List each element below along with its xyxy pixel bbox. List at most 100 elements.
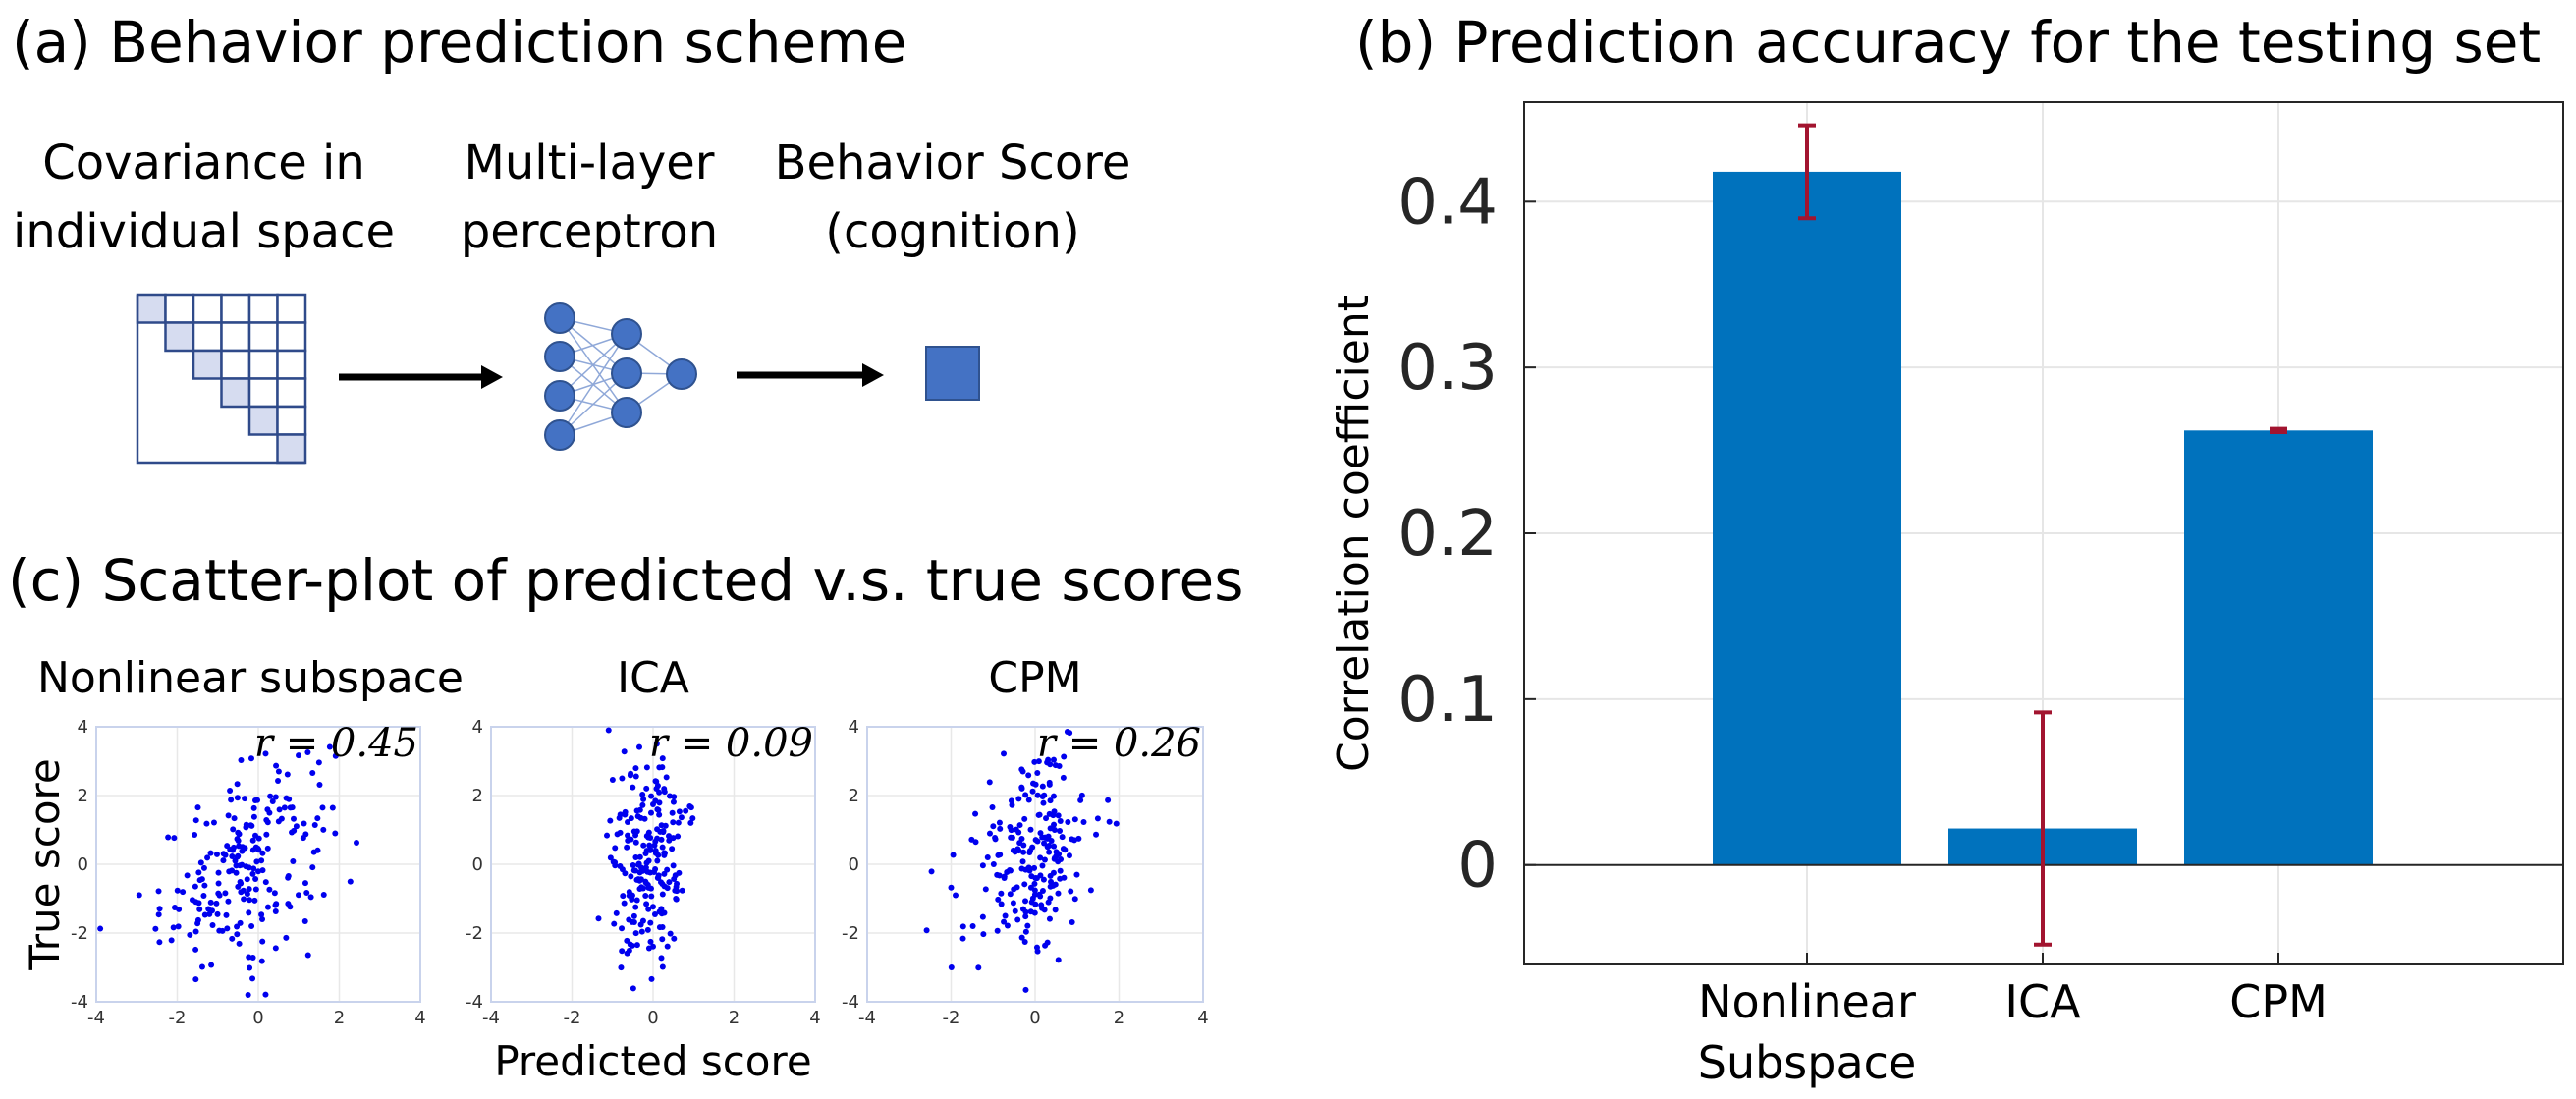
scatter-point — [644, 868, 651, 875]
scatter-point — [675, 833, 682, 840]
scatter-point — [223, 911, 230, 918]
scatter-point — [196, 906, 203, 912]
scatter-point — [296, 752, 302, 759]
scatter-point — [286, 796, 293, 802]
scatter-point — [948, 964, 955, 971]
scatter-point — [959, 935, 966, 942]
scatter-point — [1071, 816, 1078, 823]
scatter-point — [291, 827, 298, 834]
scatter-point — [326, 743, 333, 750]
scatter-point — [673, 883, 680, 890]
scatter-point — [658, 822, 665, 829]
scatter-point — [1014, 884, 1020, 891]
scatter-point — [1046, 810, 1053, 817]
matrix-cell — [276, 433, 307, 465]
scatter-point — [1047, 883, 1054, 890]
covariance-label: Covariance in individual space — [0, 130, 408, 266]
scatter-point — [1051, 843, 1058, 850]
mlp-node — [544, 380, 575, 412]
scatter-point — [224, 843, 231, 850]
scatter-point — [628, 873, 634, 880]
scatter-point — [1039, 783, 1046, 790]
scatter-point — [672, 872, 679, 879]
scatter-point — [630, 784, 636, 791]
scatter-point — [175, 923, 182, 930]
scatter-point — [928, 868, 935, 875]
scatter-point — [1007, 891, 1014, 898]
scatter-point — [1026, 849, 1033, 855]
scatter-point — [1106, 818, 1113, 825]
x-tick-label: 2 — [1114, 1008, 1124, 1028]
scatter-point — [972, 810, 979, 817]
matrix-cell — [220, 321, 251, 353]
y-tick-label: 2 — [78, 786, 88, 806]
scatter-point — [689, 815, 696, 822]
scatter-point — [1016, 840, 1023, 847]
scatter-point — [624, 937, 630, 944]
scatter-plot-1: -4 -2 0 2 4 4 2 0 -2 -4 Nonlinear subspace r = 0.45… — [21, 653, 464, 1028]
mlp-node — [544, 302, 575, 334]
scatter-point — [1043, 815, 1050, 822]
scatter-point — [996, 819, 1003, 826]
scatter-point — [266, 886, 273, 893]
scatter-point — [242, 796, 248, 802]
scatter-point — [1015, 829, 1022, 836]
scatter-point — [266, 809, 273, 816]
scatter-point — [1029, 788, 1036, 795]
behavior-label-line1: Behavior Score — [774, 136, 1131, 191]
y-tick-label: 0 — [1457, 830, 1498, 903]
scatter-point — [251, 897, 258, 904]
scatter-point — [238, 756, 245, 763]
scatter-point — [1057, 828, 1064, 835]
scatter-point — [235, 852, 242, 859]
scatter-point — [209, 921, 216, 928]
scatter-point — [632, 867, 639, 874]
scatter-point — [258, 857, 265, 864]
scatter-point — [259, 938, 266, 945]
scatter-frame — [866, 726, 1204, 1003]
scatter-point — [136, 892, 142, 899]
scatter-point — [647, 809, 654, 816]
scatter-point — [1036, 891, 1043, 898]
scatter-point — [659, 963, 666, 970]
scatter-point — [285, 872, 292, 879]
scatter-point — [997, 825, 1004, 832]
x-tick-label: -4 — [482, 1008, 500, 1028]
scatter-point — [1018, 766, 1025, 773]
y-tick-label: 2 — [849, 786, 859, 806]
scatter-points — [923, 728, 1120, 993]
scatter-point — [1010, 900, 1016, 907]
scatter-point — [155, 888, 162, 895]
scatter-point — [1051, 821, 1058, 828]
scatter-point — [229, 935, 236, 942]
scatter-point — [254, 845, 261, 852]
scatter-point — [651, 842, 658, 849]
mlp-node — [544, 341, 575, 372]
scatter-point — [233, 862, 240, 869]
scatter-point — [950, 852, 957, 858]
behavior-score-square-icon — [925, 346, 980, 401]
scatter-point — [347, 878, 354, 885]
scatter-point — [655, 852, 662, 858]
scatter-point — [1067, 730, 1073, 737]
scatter-point — [656, 764, 663, 771]
scatter-point — [233, 869, 240, 876]
scatter-point — [241, 896, 247, 903]
scatter-point — [215, 880, 222, 887]
scatter-point — [661, 883, 668, 890]
scatter-point — [247, 755, 254, 762]
scatter-point — [152, 925, 159, 932]
scatter-point — [245, 991, 251, 998]
scatter-point — [248, 822, 255, 829]
scatter-point — [1075, 835, 1082, 842]
scatter-point — [278, 815, 285, 822]
scatter-point — [1065, 819, 1071, 826]
scatter-point — [184, 872, 191, 879]
panel-a-title: (a) Behavior prediction scheme — [12, 9, 907, 76]
scatter-point — [1066, 852, 1072, 859]
scatter-point — [198, 963, 205, 970]
scatter-point — [670, 798, 677, 805]
scatter-point — [671, 935, 678, 942]
scatter-point — [998, 901, 1005, 907]
scatter-point — [649, 801, 656, 808]
